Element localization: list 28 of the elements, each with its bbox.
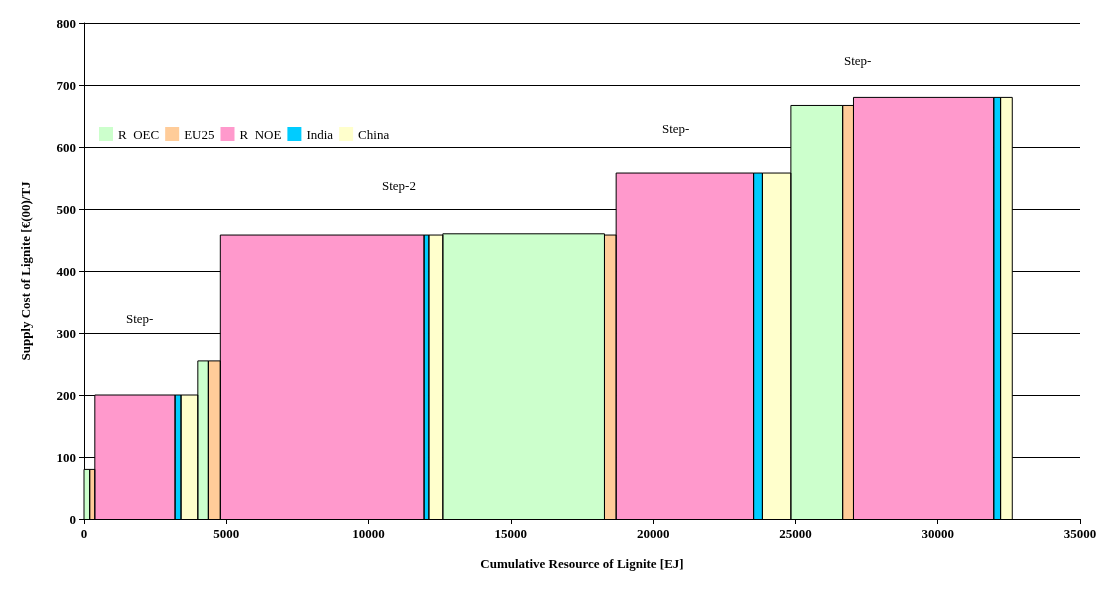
x-tick-label: 10000: [352, 526, 385, 541]
annotation: Step-2: [382, 178, 416, 193]
x-tick-label: 30000: [921, 526, 954, 541]
y-tick-label: 100: [56, 449, 76, 465]
x-tick-label: 35000: [1063, 526, 1097, 541]
y-tick-label: 0: [69, 511, 76, 527]
x-tick-label: 0: [80, 526, 88, 541]
legend-label: R OEC: [118, 126, 160, 142]
y-tick-label: 600: [56, 139, 76, 155]
x-tick-label: 25000: [779, 526, 812, 541]
legend-label: EU25: [184, 126, 215, 142]
x-tick-label: 5000: [213, 526, 240, 541]
y-axis-title: Supply Cost of Lignite [€(00)/TJ: [18, 180, 33, 361]
legend-label: India: [306, 126, 334, 142]
x-axis-title: Cumulative Resource of Lignite [EJ]: [480, 556, 684, 571]
y-tick-label: 500: [56, 201, 76, 217]
legend-label: R NOE: [239, 126, 282, 142]
y-tick-label: 700: [56, 77, 76, 93]
annotation: Step-: [126, 311, 154, 326]
y-tick-label: 300: [56, 325, 76, 341]
annotation: Step-: [844, 53, 872, 68]
x-tick-label: 20000: [636, 526, 670, 541]
legend-label: China: [358, 126, 390, 142]
y-tick-label: 800: [56, 15, 76, 31]
annotation: Step-: [662, 121, 690, 136]
x-tick-label: 15000: [494, 526, 528, 541]
y-tick-label: 400: [56, 263, 76, 279]
y-tick-label: 200: [56, 387, 76, 403]
